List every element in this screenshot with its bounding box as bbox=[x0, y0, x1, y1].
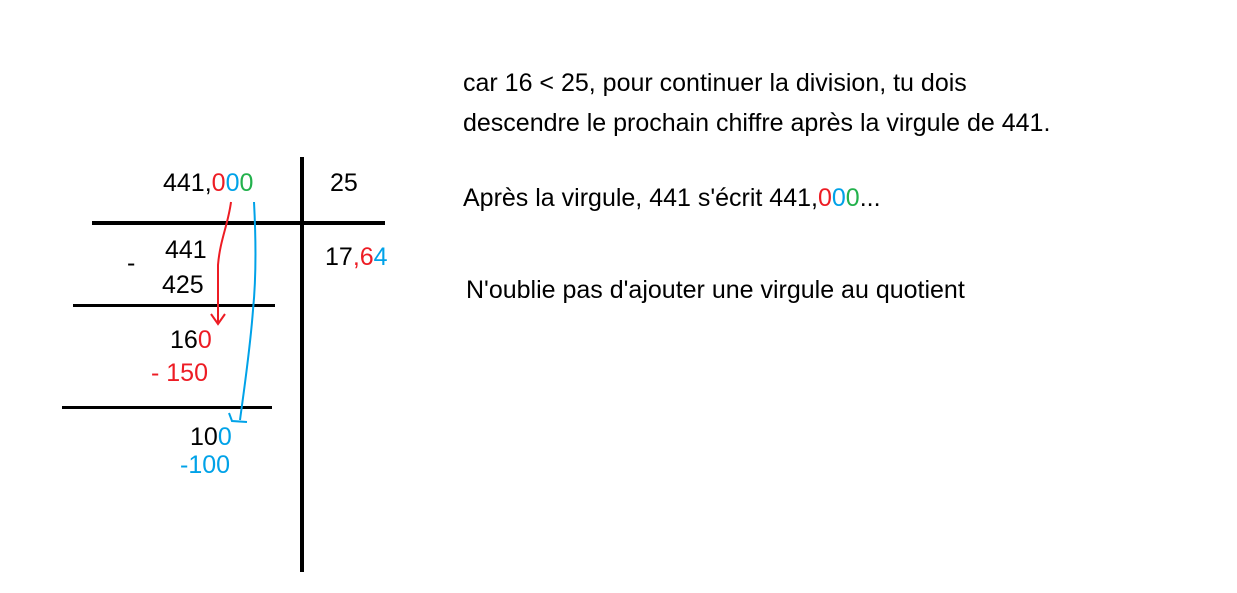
explanation-line-4: N'oublie pas d'ajouter une virgule au qu… bbox=[466, 276, 965, 304]
explanation-line-3: Après la virgule, 441 s'écrit 441,000... bbox=[463, 184, 881, 212]
step3-subtract: -100 bbox=[180, 451, 231, 479]
blue-arrow bbox=[239, 201, 257, 421]
divisor-underline bbox=[92, 221, 385, 225]
vertical-divider bbox=[300, 157, 304, 572]
red-arrowhead bbox=[210, 313, 226, 326]
step3-partial: 100 bbox=[190, 423, 232, 451]
explanation-line-1: car 16 < 25, pour continuer la division,… bbox=[463, 69, 967, 97]
step1-subtract: 425 bbox=[162, 271, 204, 299]
quotient: 17,64 bbox=[325, 243, 388, 271]
dividend: 441,000 bbox=[163, 169, 254, 197]
blue-arrowhead bbox=[228, 412, 248, 423]
step2-subtract: - 150 bbox=[151, 359, 208, 387]
explanation-line-2: descendre le prochain chiffre après la v… bbox=[463, 109, 1051, 137]
step2-partial: 160 bbox=[170, 326, 212, 354]
red-arrow bbox=[217, 201, 232, 322]
minus-sign: - bbox=[127, 249, 136, 277]
step1-line bbox=[73, 304, 275, 307]
divisor: 25 bbox=[330, 169, 358, 197]
step2-line bbox=[62, 406, 272, 409]
step1-partial: 441 bbox=[165, 236, 207, 264]
